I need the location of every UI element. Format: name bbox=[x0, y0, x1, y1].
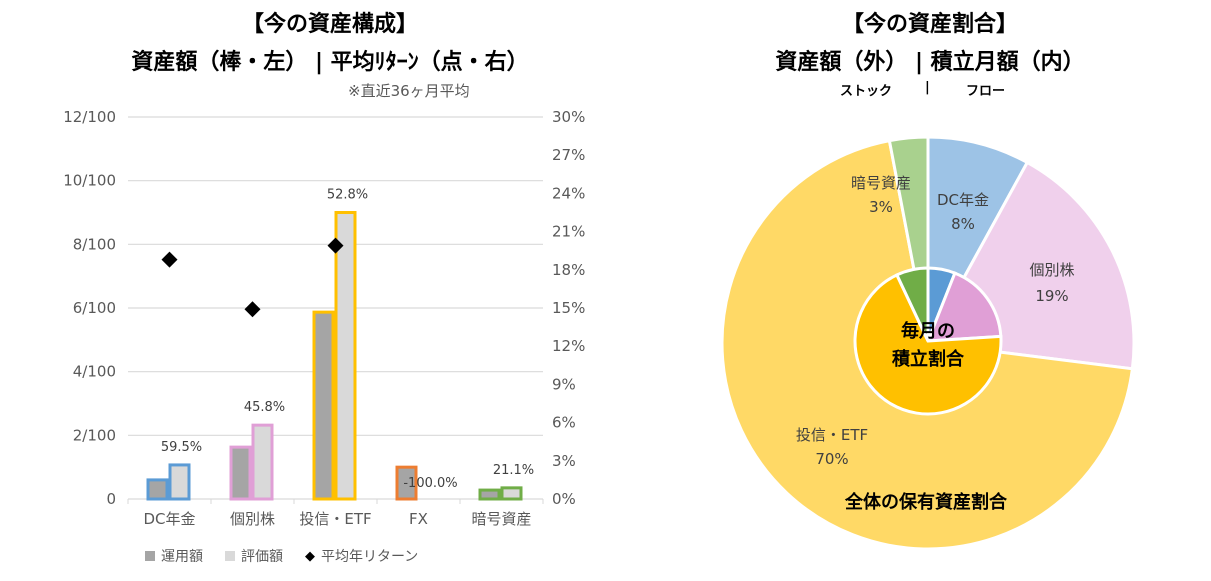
inner-pie-slice bbox=[894, 266, 930, 342]
legend-label: 平均年リターン bbox=[321, 549, 419, 565]
data-label: -100.0% bbox=[403, 476, 457, 491]
stock-flow-separator: | bbox=[925, 80, 930, 95]
y2-tick-label: 0% bbox=[552, 490, 576, 508]
bar-operating bbox=[478, 488, 501, 501]
legend-swatch bbox=[145, 551, 155, 561]
data-label: 21.1% bbox=[493, 463, 534, 478]
y2-tick-label: 24% bbox=[552, 184, 585, 202]
pie-percent-label: 19% bbox=[1035, 287, 1068, 305]
bar-valuation bbox=[251, 423, 274, 501]
inner-pie-slice bbox=[925, 271, 1003, 343]
legend: 運用額 評価額 ◆ 平均年リターン bbox=[145, 546, 418, 566]
x-tick-label: 個別株 bbox=[230, 510, 275, 528]
y-tick-label: 8/100 bbox=[73, 235, 116, 253]
data-label: 59.5% bbox=[161, 440, 202, 455]
pie-percent-label: 3% bbox=[869, 198, 893, 216]
y-tick-label: 10/100 bbox=[63, 172, 116, 190]
pie-percent-label: 70% bbox=[815, 450, 848, 468]
pie-category-label: 個別株 bbox=[1029, 261, 1074, 279]
legend-label: 運用額 bbox=[161, 549, 203, 565]
pie-category-label: 暗号資産 bbox=[851, 174, 911, 192]
pie-percent-label: 8% bbox=[951, 215, 975, 233]
legend-swatch bbox=[225, 551, 235, 561]
stock-label: ストック bbox=[840, 84, 893, 99]
legend-item-operating: 運用額 bbox=[145, 546, 203, 566]
x-tick-label: FX bbox=[409, 510, 428, 528]
bar-operating bbox=[395, 465, 418, 501]
diamond-icon: ◆ bbox=[305, 548, 315, 564]
bar-operating bbox=[146, 478, 169, 501]
inner-pie-slice bbox=[853, 272, 1003, 416]
y-tick-label: 4/100 bbox=[73, 363, 116, 381]
right-chart-subtitle: 資産額（外） | 積立月額（内） bbox=[775, 50, 1085, 75]
bar-valuation bbox=[334, 211, 357, 501]
x-tick-label: 暗号資産 bbox=[471, 510, 531, 528]
y-tick-label: 0 bbox=[106, 490, 116, 508]
inner-pie-label: 毎月の bbox=[901, 320, 955, 342]
legend-label: 評価額 bbox=[241, 549, 283, 565]
y2-tick-label: 21% bbox=[552, 223, 585, 241]
left-chart-note: ※直近36ヶ月平均 bbox=[348, 82, 470, 100]
return-marker bbox=[161, 251, 178, 268]
return-marker bbox=[244, 301, 261, 318]
legend-item-valuation: 評価額 bbox=[225, 546, 283, 566]
y2-tick-label: 9% bbox=[552, 375, 576, 393]
left-chart-subtitle: 資産額（棒・左） | 平均ﾘﾀｰﾝ（点・右） bbox=[131, 50, 529, 75]
legend-item-return: ◆ 平均年リターン bbox=[305, 546, 418, 566]
y2-tick-label: 27% bbox=[552, 146, 585, 164]
bar-valuation bbox=[168, 463, 191, 501]
y-tick-label: 12/100 bbox=[63, 108, 116, 126]
y-tick-label: 6/100 bbox=[73, 299, 116, 317]
outer-pie-label: 全体の保有資産割合 bbox=[844, 491, 1008, 513]
flow-label: フロー bbox=[966, 84, 1006, 99]
y2-tick-label: 3% bbox=[552, 452, 576, 470]
bar-valuation bbox=[500, 486, 523, 501]
y2-tick-label: 15% bbox=[552, 299, 585, 317]
pie-category-label: DC年金 bbox=[937, 191, 989, 209]
data-label: 52.8% bbox=[327, 188, 368, 203]
pie-category-label: 投信・ETF bbox=[796, 426, 868, 444]
left-chart-title: 【今の資産構成】 bbox=[241, 12, 418, 37]
return-marker bbox=[327, 237, 344, 254]
inner-pie-label: 積立割合 bbox=[891, 348, 965, 370]
bar-operating bbox=[229, 445, 252, 501]
x-tick-label: 投信・ETF bbox=[299, 510, 371, 528]
x-tick-label: DC年金 bbox=[143, 510, 195, 528]
y2-tick-label: 12% bbox=[552, 337, 585, 355]
data-label: 45.8% bbox=[244, 400, 285, 415]
right-chart-title: 【今の資産割合】 bbox=[841, 12, 1018, 37]
bar-operating bbox=[312, 310, 335, 501]
y2-tick-label: 6% bbox=[552, 414, 576, 432]
y-tick-label: 2/100 bbox=[73, 426, 116, 444]
y2-tick-label: 18% bbox=[552, 261, 585, 279]
y2-tick-label: 30% bbox=[552, 108, 585, 126]
